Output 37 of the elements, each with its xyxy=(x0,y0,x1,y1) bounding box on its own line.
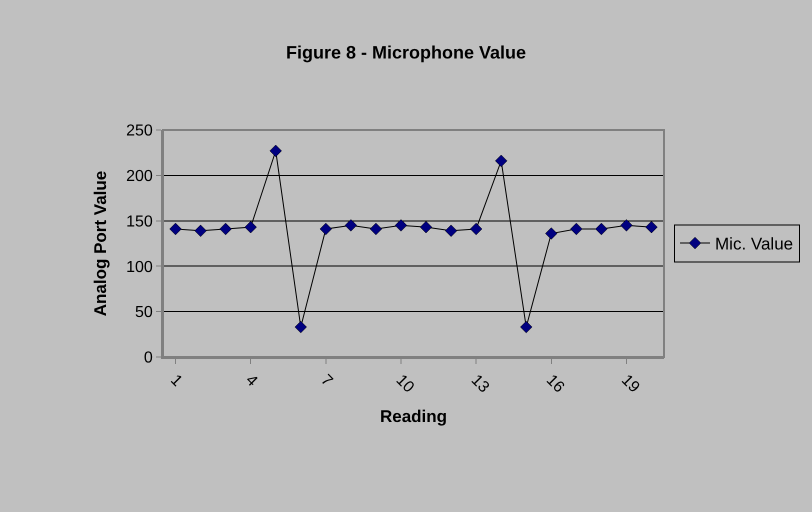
x-axis-title: Reading xyxy=(380,407,448,426)
y-axis-title: Analog Port Value xyxy=(91,170,110,316)
x-tick-label: 10 xyxy=(392,372,418,396)
y-tick-label: 150 xyxy=(126,213,153,230)
x-tick-label: 7 xyxy=(317,372,336,390)
point xyxy=(595,222,608,236)
y-tick-label: 250 xyxy=(126,122,153,140)
point xyxy=(320,222,332,236)
x-tick-label: 13 xyxy=(468,372,492,396)
y-tick-label: 50 xyxy=(135,304,153,322)
point xyxy=(220,222,232,236)
x-tick-label: 1 xyxy=(167,372,186,390)
point xyxy=(270,144,282,157)
x-tick-label: 19 xyxy=(618,372,643,396)
point xyxy=(370,222,382,236)
point xyxy=(420,221,432,234)
chart-title: Figure 8 - Microphone Value xyxy=(286,42,526,63)
point xyxy=(244,221,257,234)
y-tick-label: 100 xyxy=(126,258,153,276)
point xyxy=(294,320,307,334)
point xyxy=(444,224,458,237)
point xyxy=(645,221,658,234)
point xyxy=(545,227,558,240)
point xyxy=(344,219,357,232)
point xyxy=(495,154,508,167)
point xyxy=(169,222,182,236)
x-tick-label: 16 xyxy=(542,372,568,396)
point xyxy=(620,219,633,232)
point xyxy=(394,219,408,232)
x-tick-label: 4 xyxy=(242,372,261,390)
point xyxy=(570,222,582,236)
point xyxy=(520,320,532,334)
point xyxy=(194,224,207,237)
legend-label: Mic. Value xyxy=(715,234,794,254)
y-tick-label: 0 xyxy=(144,350,153,367)
y-tick-label: 200 xyxy=(126,168,153,185)
point xyxy=(470,222,482,236)
